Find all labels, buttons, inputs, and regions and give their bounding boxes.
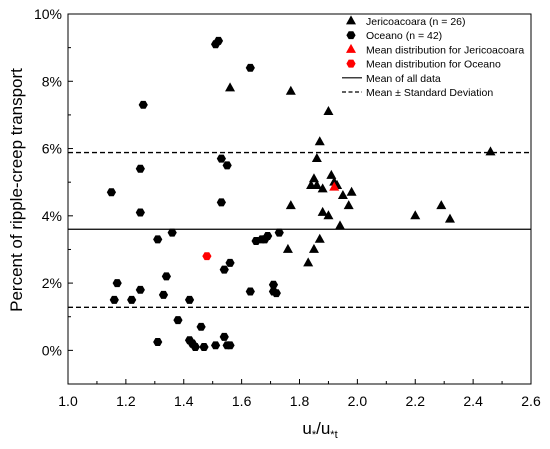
x-axis-label-sub1: * (312, 429, 317, 441)
oceano-point (167, 228, 177, 237)
oceano-point (216, 154, 226, 163)
legend-marker (346, 15, 356, 25)
oceano-point (135, 208, 145, 217)
oceano-point (268, 287, 279, 296)
oceano-point (135, 164, 145, 173)
oceano-point (257, 235, 267, 244)
jericoacoara-point (346, 186, 357, 196)
oceano-point (199, 343, 209, 351)
jericoacoara-point (436, 200, 447, 210)
legend-label: Oceano (n = 42) (366, 30, 442, 42)
oceano-point (187, 339, 198, 348)
plot-area (68, 36, 531, 351)
oceano-point (245, 287, 255, 296)
legend-marker (346, 43, 356, 53)
x-tick-label: 2.6 (521, 393, 541, 409)
oceano-point (109, 295, 119, 304)
jericoacoara-point (285, 85, 296, 95)
oceano-point (153, 235, 163, 244)
oceano-point (135, 285, 145, 294)
y-tick-label: 6% (42, 141, 62, 157)
jericoacoara-point (323, 210, 334, 220)
jericoacoara-point (282, 243, 293, 253)
jericoacoara-point (444, 213, 455, 223)
jericoacoara-point (317, 183, 328, 193)
y-tick-label: 10% (34, 6, 62, 22)
x-tick-label: 2.2 (406, 393, 426, 409)
legend-label: Mean ± Standard Deviation (366, 87, 493, 99)
oceano-point (225, 258, 235, 267)
y-tick-label: 4% (42, 208, 62, 224)
oceano-point (127, 295, 137, 304)
x-axis-label: u*/u*t (302, 419, 337, 441)
oceano-point (138, 100, 148, 109)
jericoacoara-mean-point (329, 181, 340, 191)
x-tick-label: 1.4 (174, 393, 194, 409)
x-tick-label: 1.6 (232, 393, 252, 409)
oceano-point (196, 322, 206, 331)
jericoacoara-point (308, 173, 319, 183)
jericoacoara-point (311, 153, 322, 163)
oceano-point (225, 341, 235, 350)
oceano-point (112, 279, 122, 288)
oceano-point (219, 332, 229, 341)
y-tick-label: 2% (42, 275, 62, 291)
jericoacoara-point (311, 179, 322, 189)
y-tick-label: 8% (42, 73, 62, 89)
jericoacoara-point (343, 200, 354, 210)
oceano-point (173, 316, 183, 325)
legend-label: Mean of all data (366, 73, 441, 85)
jericoacoara-point (410, 210, 421, 220)
oceano-point (106, 188, 117, 197)
oceano-point (219, 265, 229, 274)
x-tick-label: 2.0 (348, 393, 368, 409)
y-axis-label: Percent of ripple-creep transport (7, 68, 26, 312)
oceano-point (161, 272, 171, 281)
x-axis-label-sep: /u (316, 419, 330, 438)
oceano-point (274, 228, 284, 237)
jericoacoara-point (285, 200, 296, 210)
axes: 1.0 1.2 1.4 1.6 1.8 2.0 2.2 2.4 2.6 0% 2% 4% 6% 8% 10% (34, 6, 541, 409)
legend-label: Mean distribution for Jericoacoara (366, 44, 524, 56)
x-tick-label: 1.0 (58, 393, 78, 409)
jericoacoara-point (335, 220, 346, 230)
jericoacoara-point (308, 243, 319, 253)
jericoacoara-point (326, 169, 337, 179)
jericoacoara-point (323, 105, 334, 115)
jericoacoara-point (225, 82, 236, 92)
oceano-point (210, 341, 221, 350)
x-tick-label: 1.8 (290, 393, 310, 409)
jericoacoara-point (337, 190, 348, 200)
oceano-point (268, 280, 279, 289)
oceano-point (216, 198, 226, 207)
x-axis-label-main: u (302, 419, 311, 438)
oceano-point (213, 36, 224, 45)
y-tick-label: 0% (42, 342, 62, 358)
jericoacoara-point (314, 136, 325, 146)
jericoacoara-point (317, 206, 328, 216)
jericoacoara-point (303, 257, 314, 267)
oceano-point (222, 161, 232, 170)
oceano-point (153, 337, 163, 346)
jericoacoara-point (314, 233, 325, 243)
legend-label: Jericoacoara (n = 26) (366, 16, 466, 28)
legend: Jericoacoara (n = 26) Oceano (n = 42) Mean… (342, 15, 524, 99)
oceano-point (158, 290, 169, 299)
oceano-mean-point (202, 252, 212, 261)
legend-marker (346, 59, 356, 68)
x-axis-label-sub2: *t (330, 429, 337, 441)
oceano-point (184, 295, 195, 304)
x-tick-label: 1.2 (116, 393, 136, 409)
oceano-point (245, 63, 255, 72)
legend-marker (346, 31, 356, 40)
jericoacoara-point (485, 146, 496, 156)
x-tick-label: 2.4 (463, 393, 483, 409)
legend-label: Mean distribution for Oceano (366, 59, 501, 71)
